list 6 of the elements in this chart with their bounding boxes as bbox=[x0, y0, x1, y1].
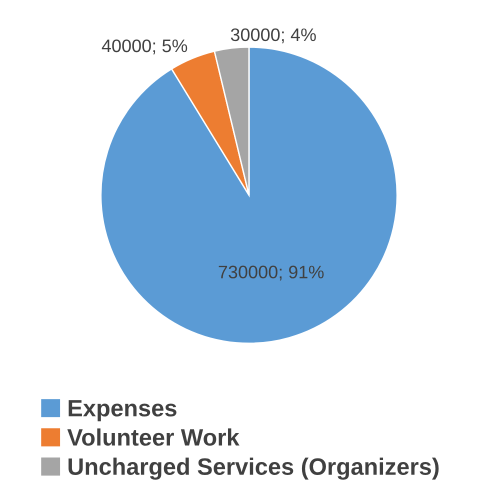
data-label: 730000; 91% bbox=[218, 266, 324, 281]
data-label: 40000; 5% bbox=[102, 39, 188, 54]
data-label: 30000; 4% bbox=[230, 28, 316, 44]
legend-label: Volunteer Work bbox=[67, 428, 240, 446]
legend-label: Expenses bbox=[68, 400, 176, 422]
legend-label: Uncharged Services (Organizers) bbox=[68, 458, 439, 480]
